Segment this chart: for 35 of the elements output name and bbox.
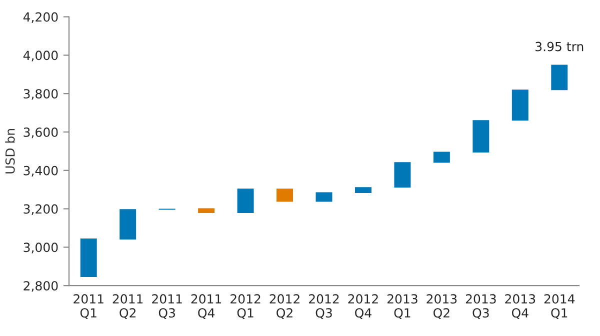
- x-tick-label: 2013 Q4: [505, 294, 536, 320]
- bar: [276, 188, 294, 202]
- bar: [512, 90, 528, 121]
- bar: [237, 188, 254, 214]
- bar: [472, 120, 490, 153]
- y-tick-label: 3,200: [24, 204, 58, 215]
- y-tick-label: 3,800: [24, 89, 58, 100]
- bar: [394, 162, 411, 188]
- x-tick-label: 2011 Q2: [112, 294, 143, 320]
- bar: [198, 208, 215, 214]
- bar: [551, 64, 568, 90]
- x-tick-label: 2011 Q4: [191, 294, 222, 320]
- y-axis-title: USD bn: [5, 128, 15, 174]
- x-tick-label: 2012 Q4: [348, 294, 378, 320]
- y-tick-label: 2,800: [24, 281, 58, 292]
- x-tick-label: 2012 Q3: [309, 294, 339, 320]
- x-tick-label: 2012 Q1: [230, 294, 260, 320]
- bar: [120, 209, 136, 240]
- x-tick-label: 2013 Q3: [466, 294, 496, 320]
- x-tick-label: 2013 Q2: [426, 294, 457, 320]
- y-tick-label: 3,600: [24, 127, 58, 138]
- x-tick-label: 2012 Q2: [270, 294, 300, 320]
- bar: [354, 187, 372, 194]
- x-tick-label: 2011 Q3: [152, 294, 182, 320]
- y-tick-label: 4,200: [23, 12, 58, 23]
- y-tick-label: 4,000: [23, 50, 58, 62]
- annotation: 3.95 trn: [536, 42, 584, 52]
- y-tick-label: 3,000: [24, 242, 58, 254]
- x-tick-label: 2013 Q1: [387, 294, 418, 320]
- x-tick-label: 2014 Q1: [544, 294, 575, 320]
- bar: [433, 152, 450, 163]
- bar: [80, 238, 97, 277]
- bar: [316, 192, 332, 202]
- y-tick-label: 3,400: [24, 166, 58, 177]
- x-tick-label: 2011 Q1: [74, 294, 104, 320]
